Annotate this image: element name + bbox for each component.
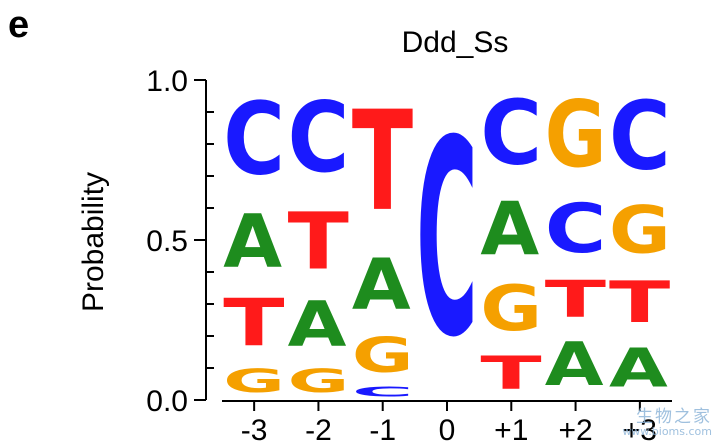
logo-letter-A: A [609, 337, 668, 400]
x-tick-label: +1 [494, 414, 528, 442]
x-tick-label: -2 [305, 414, 332, 442]
x-tick-label: +3 [623, 414, 657, 442]
logo-letter-T: T [609, 269, 670, 335]
x-tick-label: -1 [369, 414, 396, 442]
x-tick-label: 0 [439, 414, 456, 442]
x-tick-label: +2 [558, 414, 592, 442]
y-axis: 0.0 0.5 1.0 [146, 65, 214, 418]
logo-letter-C: C [545, 189, 607, 268]
y-axis-label: Probability [77, 172, 110, 312]
logo-letter-A: A [352, 245, 411, 327]
logo-letter-G: G [609, 193, 671, 269]
logo-letter-T: T [480, 346, 542, 399]
logo-letter-T: T [545, 270, 606, 330]
logo-letter-A: A [288, 290, 347, 362]
panel-label: e [8, 4, 29, 46]
logo-letter-G: G [480, 273, 542, 345]
watermark: 生物之家 www.bioms.com [622, 406, 712, 439]
y-tick-label: 1.0 [146, 65, 188, 98]
logo-letter-G: G [352, 327, 414, 384]
logo-letter-G: G [223, 362, 285, 400]
logo-letter-T: T [223, 286, 284, 361]
logo-letter-T: T [288, 196, 349, 287]
logo-letter-C: C [416, 84, 478, 397]
logo-letter-C: C [223, 80, 285, 197]
x-tick-label: -3 [241, 414, 268, 442]
logo-letter-C: C [288, 82, 350, 194]
logo-letter-G: G [545, 81, 607, 188]
logo-letter-G: G [288, 362, 350, 400]
watermark-url: www.bioms.com [622, 425, 712, 439]
y-tick-label: 0.0 [146, 385, 188, 418]
logo-column: C [416, 84, 478, 397]
logo-letter-C: C [480, 82, 542, 185]
logo-letter-A: A [223, 199, 282, 284]
watermark-name: 生物之家 [636, 406, 712, 427]
logo-letter-T: T [352, 82, 413, 242]
chart-title: Ddd_Ss [402, 26, 509, 59]
logo-letter-A: A [545, 331, 604, 400]
logo-letter-C: C [609, 82, 671, 192]
logo-letter-C: C [352, 384, 414, 400]
y-tick-label: 0.5 [146, 225, 188, 258]
logo-letter-A: A [480, 186, 539, 271]
x-axis: -3 -2 -1 0 +1 +2 +3 [222, 400, 672, 442]
